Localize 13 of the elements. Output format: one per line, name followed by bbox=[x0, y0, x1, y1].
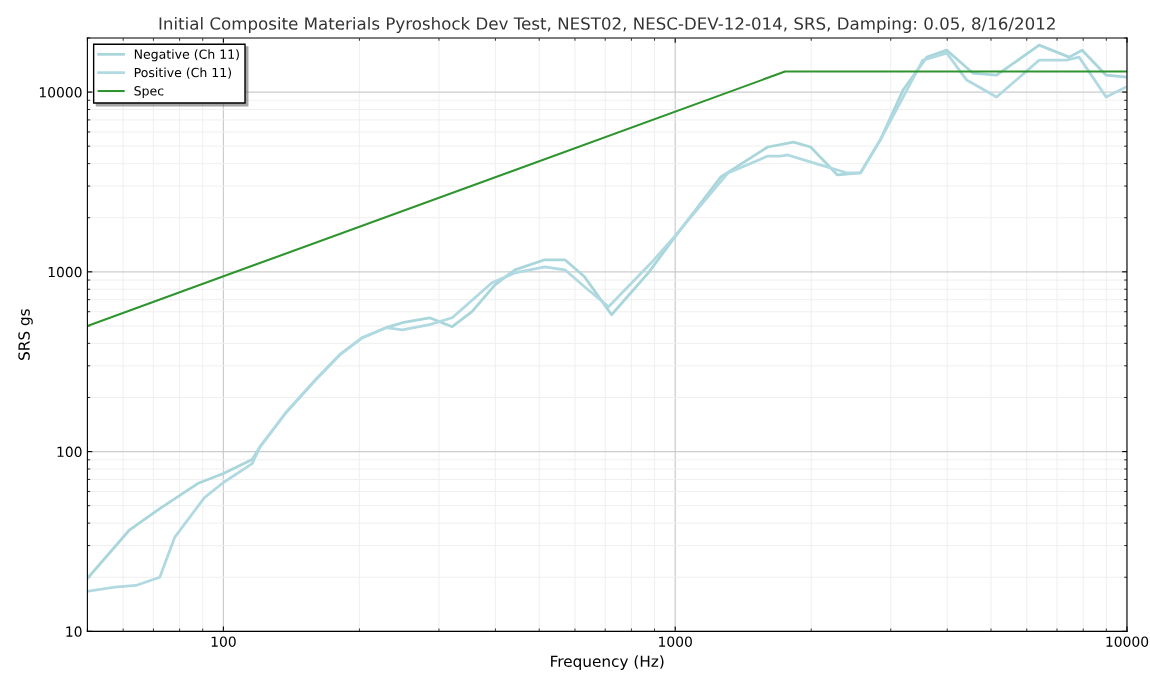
legend-label: Negative (Ch 11) bbox=[134, 49, 239, 62]
chart-title: Initial Composite Materials Pyroshock Dev Test, NEST02, NESC-DEV-12-014, SRS, Damping: 0.05, 8/16/2012 bbox=[159, 16, 1055, 34]
y-tick-label: 10 bbox=[66, 626, 82, 637]
x-tick-label: 10000 bbox=[1106, 636, 1149, 647]
y-tick-label: 1000 bbox=[48, 266, 82, 278]
y-tick-label: 100 bbox=[57, 446, 82, 458]
x-axis-title: Frequency (Hz) bbox=[551, 655, 664, 670]
legend-label: Spec bbox=[134, 86, 164, 98]
legend-label: Positive (Ch 11) bbox=[134, 67, 232, 79]
x-tick-label: 1000 bbox=[659, 636, 692, 647]
y-axis-title: SRS gs bbox=[18, 309, 33, 360]
x-tick-label: 100 bbox=[211, 636, 236, 647]
y-tick-label: 10000 bbox=[39, 87, 82, 98]
